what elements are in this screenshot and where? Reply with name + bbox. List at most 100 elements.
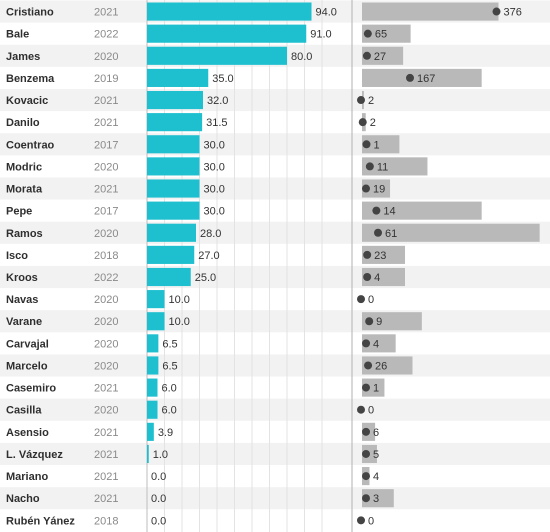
count-bar xyxy=(362,68,482,87)
count-dot xyxy=(362,339,371,348)
year-label: 2021 xyxy=(94,471,118,483)
count-label: 9 xyxy=(376,316,382,328)
value-label: 6.0 xyxy=(162,383,177,395)
count-bar xyxy=(362,245,406,264)
count-label: 4 xyxy=(374,272,380,284)
player-name: Mariano xyxy=(6,471,48,483)
count-dot xyxy=(363,273,372,281)
value-label: 30.0 xyxy=(204,161,225,173)
value-label: 80.0 xyxy=(291,51,312,63)
count-bar xyxy=(362,334,396,353)
count-dot xyxy=(362,427,370,436)
count-label: 376 xyxy=(504,7,522,19)
value-label: 28.0 xyxy=(200,228,221,240)
year-label: 2021 xyxy=(94,427,118,439)
player-name: Varane xyxy=(6,316,42,328)
player-name: Modric xyxy=(6,161,42,173)
row-background xyxy=(0,133,550,156)
count-dot xyxy=(372,206,381,215)
value-bar xyxy=(147,24,307,43)
value-bar xyxy=(147,46,287,65)
value-label: 31.5 xyxy=(206,117,227,129)
value-label: 27.0 xyxy=(198,250,219,262)
row-background xyxy=(0,310,550,333)
count-dot xyxy=(406,73,414,82)
player-name: Cristiano xyxy=(6,7,54,19)
player-name: Navas xyxy=(6,294,38,306)
value-label: 25.0 xyxy=(195,272,216,284)
count-dot xyxy=(362,472,370,481)
count-bar xyxy=(362,24,411,43)
count-bar xyxy=(362,179,391,198)
count-dot xyxy=(365,317,374,326)
value-bar xyxy=(147,201,200,220)
value-bar xyxy=(147,378,158,397)
count-dot xyxy=(492,7,501,16)
value-bar xyxy=(147,334,159,353)
year-label: 2020 xyxy=(94,338,118,350)
count-bar xyxy=(362,2,499,21)
value-bar xyxy=(147,312,165,331)
value-label: 6.0 xyxy=(162,405,177,417)
year-label: 2021 xyxy=(94,7,118,19)
row-background xyxy=(0,265,550,289)
count-dot xyxy=(357,295,365,304)
year-label: 2020 xyxy=(94,405,118,417)
count-label: 5 xyxy=(373,449,379,461)
count-dot xyxy=(357,405,365,414)
year-label: 2020 xyxy=(94,161,118,173)
year-label: 2021 xyxy=(94,383,118,395)
value-bar xyxy=(147,422,154,441)
value-label: 35.0 xyxy=(212,73,233,85)
value-label: 30.0 xyxy=(204,184,225,196)
row-background xyxy=(0,487,550,510)
count-bar xyxy=(362,46,404,65)
value-bar xyxy=(147,223,196,242)
value-label: 30.0 xyxy=(204,206,225,218)
value-bar xyxy=(147,2,312,21)
count-dot xyxy=(357,516,365,525)
row-background xyxy=(0,442,550,466)
count-bar xyxy=(362,312,422,331)
count-dot xyxy=(363,29,372,38)
count-label: 61 xyxy=(385,228,397,240)
player-name: Bale xyxy=(6,29,29,41)
row-background xyxy=(0,398,550,421)
player-name: Danilo xyxy=(6,117,40,129)
count-label: 11 xyxy=(377,161,388,173)
value-label: 30.0 xyxy=(204,139,225,151)
count-label: 23 xyxy=(374,250,386,262)
value-bar xyxy=(147,113,203,132)
value-label: 3.9 xyxy=(158,427,173,439)
year-label: 2021 xyxy=(94,117,118,129)
row-background xyxy=(0,177,550,200)
value-label: 91.0 xyxy=(310,29,331,41)
count-dot xyxy=(362,140,371,149)
value-bar xyxy=(147,68,209,87)
player-name: Kovacic xyxy=(6,95,48,107)
count-label: 167 xyxy=(417,73,435,85)
count-label: 27 xyxy=(374,51,386,63)
count-bar xyxy=(362,267,406,287)
count-dot xyxy=(362,51,371,60)
value-label: 0.0 xyxy=(151,493,166,505)
count-dot xyxy=(357,96,365,105)
year-label: 2021 xyxy=(94,184,118,196)
count-label: 14 xyxy=(383,206,395,218)
count-bar xyxy=(362,135,400,154)
year-label: 2020 xyxy=(94,294,118,306)
value-bar xyxy=(147,267,191,287)
count-label: 2 xyxy=(370,117,376,129)
value-bar xyxy=(147,179,200,198)
count-dot xyxy=(365,162,374,171)
value-bar xyxy=(147,290,165,309)
year-label: 2022 xyxy=(94,29,118,41)
player-name: Carvajal xyxy=(6,338,49,350)
year-label: 2020 xyxy=(94,360,118,372)
year-label: 2019 xyxy=(94,73,118,85)
count-label: 65 xyxy=(375,29,387,41)
count-bar xyxy=(362,356,413,375)
count-label: 0 xyxy=(368,515,374,527)
value-bar xyxy=(147,400,158,419)
